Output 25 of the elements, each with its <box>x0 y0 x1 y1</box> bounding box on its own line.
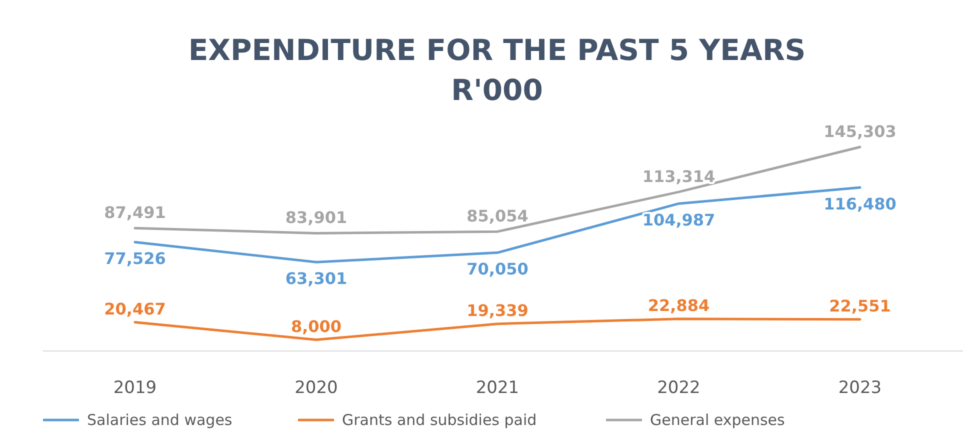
data-label: 85,054 <box>466 206 528 226</box>
x-tick-label: 2020 <box>294 378 338 398</box>
data-label: 8,000 <box>290 316 342 336</box>
data-label: 22,551 <box>829 296 891 316</box>
data-label: 77,526 <box>104 249 166 268</box>
data-label: 70,050 <box>466 260 528 279</box>
data-label: 19,339 <box>466 300 528 320</box>
chart-title: EXPENDITURE FOR THE PAST 5 YEARS <box>188 33 806 67</box>
x-tick-label: 2022 <box>657 378 700 398</box>
x-tick-label: 2023 <box>838 378 882 398</box>
data-label: 20,467 <box>104 299 166 318</box>
data-label: 87,491 <box>104 203 166 222</box>
chart-subtitle: R'000 <box>451 73 543 107</box>
data-label: 116,480 <box>824 194 896 214</box>
data-label: 63,301 <box>285 269 348 288</box>
x-tick-label: 2019 <box>113 378 157 398</box>
data-label: 83,901 <box>285 208 348 228</box>
legend-label: Salaries and wages <box>87 411 232 429</box>
legend-label: Grants and subsidies paid <box>342 411 537 429</box>
x-tick-label: 2021 <box>476 378 520 398</box>
data-label: 104,987 <box>642 210 716 230</box>
data-label: 145,303 <box>824 122 896 141</box>
data-label: 113,314 <box>642 166 716 186</box>
legend-label: General expenses <box>650 411 786 429</box>
data-label: 22,884 <box>648 296 710 315</box>
